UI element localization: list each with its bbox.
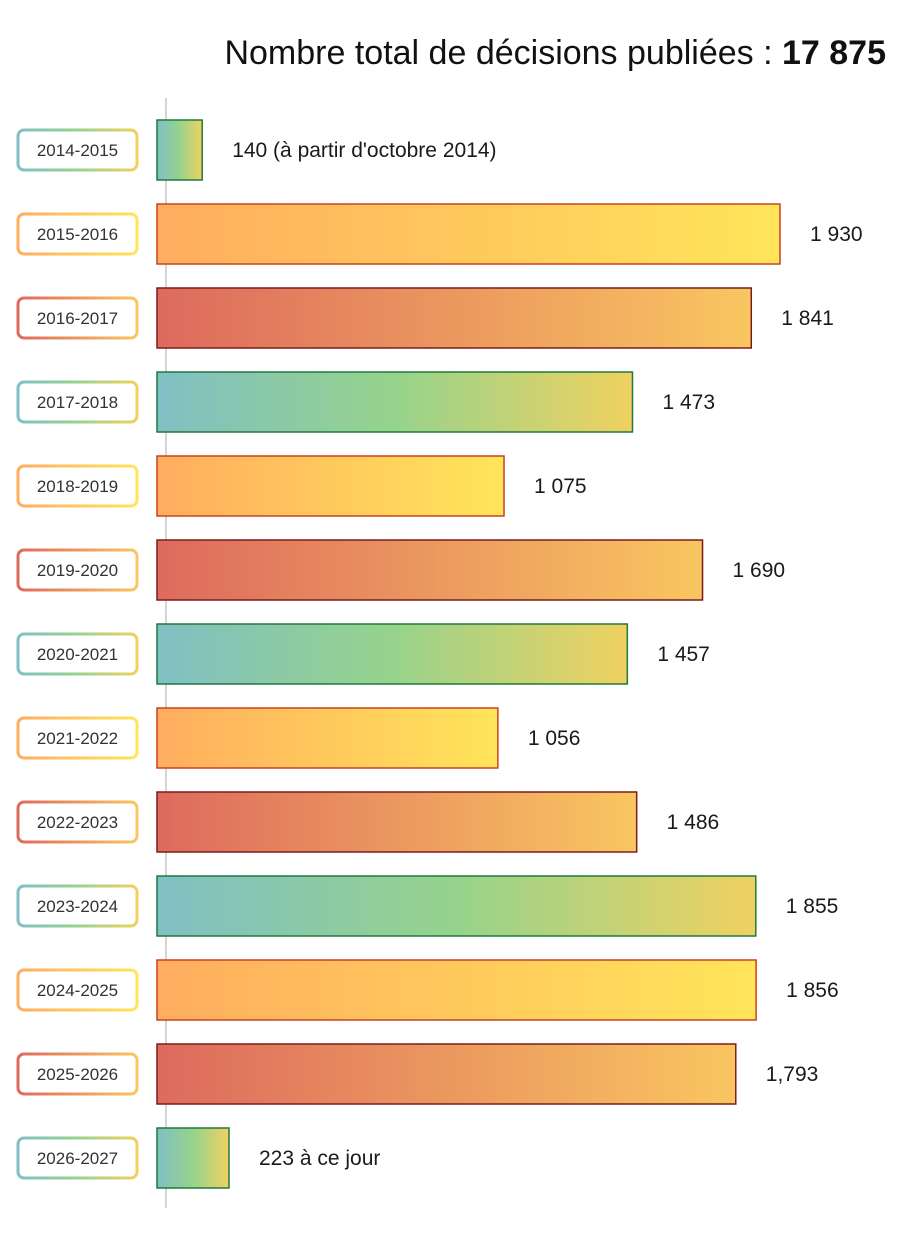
category-label: 2021-2022 [37,729,118,748]
chart-title: Nombre total de décisions publiées : 17 … [224,34,886,73]
bar-2022-2023 [156,791,638,853]
category-label: 2015-2016 [37,225,118,244]
category-label: 2014-2015 [37,141,118,160]
value-label: 1 930 [810,223,863,246]
value-label: 1 486 [667,811,720,834]
value-label: 1 856 [786,979,839,1002]
bar-2019-2020 [156,539,704,601]
category-label-box [16,968,139,1012]
bar-2018-2019 [156,455,505,517]
bar-2026-2027 [156,1127,230,1189]
bar-2023-2024 [156,875,757,937]
bar-2015-2016 [156,203,781,265]
bar-2014-2015 [156,119,203,181]
bar-2016-2017 [156,287,753,349]
category-label-box [16,884,139,928]
bar-2024-2025 [156,959,757,1021]
category-label: 2016-2017 [37,309,118,328]
value-label: 223 à ce jour [259,1147,380,1170]
category-label: 2026-2027 [37,1149,118,1168]
value-label: 1 056 [528,727,581,750]
category-label-box [16,296,139,340]
value-label: 1 841 [781,307,834,330]
category-label-box [16,380,139,424]
category-label-box [16,1136,139,1180]
value-label: 1 075 [534,475,587,498]
value-label: 1,793 [766,1063,819,1086]
category-label: 2017-2018 [37,393,118,412]
category-label-box [16,632,139,676]
bar-2017-2018 [156,371,634,433]
value-label: 1 457 [657,643,710,666]
bar-2021-2022 [156,707,499,769]
category-label: 2019-2020 [37,561,118,580]
category-label-box [16,128,139,172]
value-label: 1 690 [733,559,786,582]
bar-2020-2021 [156,623,629,685]
value-label: 140 (à partir d'octobre 2014) [232,139,496,162]
category-label: 2023-2024 [37,897,118,916]
category-label: 2020-2021 [37,645,118,664]
category-label: 2025-2026 [37,1065,118,1084]
category-label: 2018-2019 [37,477,118,496]
category-label-box [16,716,139,760]
category-label: 2024-2025 [37,981,118,1000]
category-label-box [16,548,139,592]
chart-title-text: Nombre total de décisions publiées : [224,34,782,72]
bar-2025-2026 [156,1043,737,1105]
category-label-box [16,800,139,844]
category-label-box [16,464,139,508]
chart-title-total: 17 875 [782,34,886,72]
value-label: 1 855 [786,895,839,918]
category-label: 2022-2023 [37,813,118,832]
category-label-box [16,1052,139,1096]
value-label: 1 473 [662,391,715,414]
category-label-box [16,212,139,256]
